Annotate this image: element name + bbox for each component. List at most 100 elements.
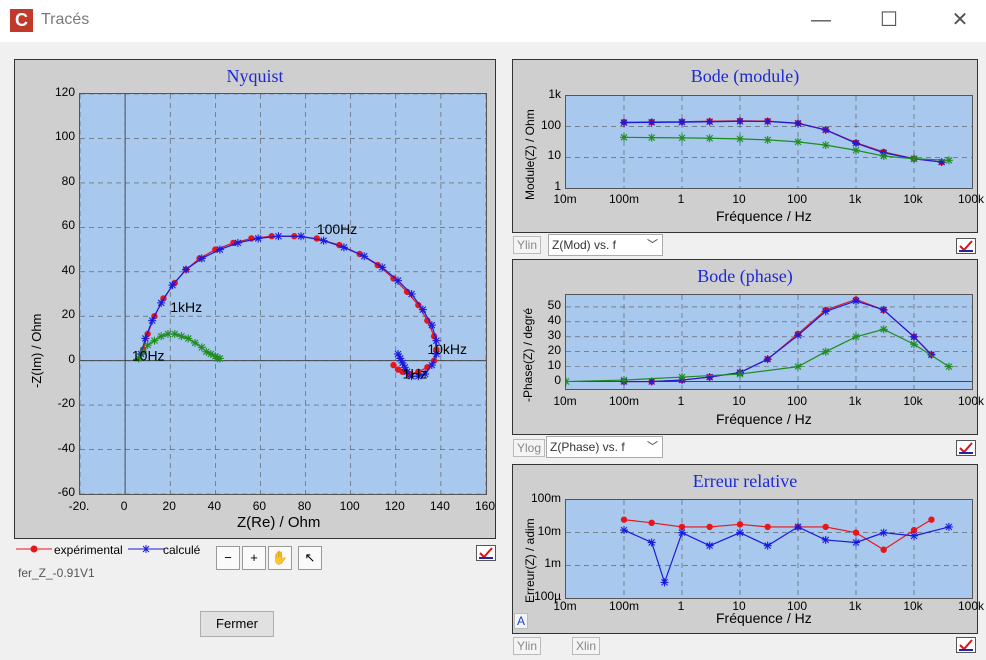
data-point [403, 288, 411, 295]
nyquist-plot-area[interactable]: 100Hz 1kHz 10kHz 10Hz 1Hz [79, 93, 487, 495]
tick-label: 50 [547, 297, 561, 312]
chart-options-icon[interactable] [956, 238, 976, 254]
annotation-label: 100Hz [317, 221, 357, 237]
data-point [879, 325, 888, 334]
data-point [852, 332, 860, 341]
data-point [394, 350, 403, 358]
tick-label: 10k [903, 599, 923, 613]
data-point [763, 135, 772, 144]
data-point [822, 523, 829, 531]
data-point [910, 526, 918, 534]
bode-phase-chart [562, 295, 972, 389]
bode-module-plot-area[interactable] [565, 95, 973, 189]
data-point [378, 263, 387, 272]
erreur-title: Erreur relative [692, 471, 798, 491]
minimize-button[interactable]: — [811, 9, 831, 31]
data-point [944, 156, 953, 165]
tick-label: 80 [61, 173, 75, 188]
pointer-icon: ↖ [304, 550, 316, 565]
tick-label: 100k [957, 394, 985, 408]
data-point [170, 330, 179, 338]
data-point [394, 366, 402, 373]
data-point [421, 370, 430, 378]
data-point [736, 528, 744, 537]
chart-options-icon[interactable] [956, 637, 976, 653]
tick-label: -60 [57, 485, 75, 499]
data-point [705, 117, 714, 126]
data-point [944, 522, 953, 531]
app-icon: C [10, 9, 33, 32]
ylin-button[interactable]: Ylin [513, 236, 542, 254]
tick-label: 1 [677, 394, 685, 408]
erreur-x-label: Fréquence / Hz [716, 610, 812, 626]
data-point [620, 526, 628, 535]
data-point [821, 307, 830, 316]
a-button[interactable]: A [514, 613, 529, 629]
legend-calculated-marker [128, 545, 164, 553]
tick-label: 1 [677, 192, 685, 206]
nyquist-y-label: -Z(Im) / Ohm [29, 313, 44, 388]
zoom-in-button[interactable]: + [242, 546, 266, 570]
data-point [736, 117, 744, 126]
title-bar [0, 0, 986, 42]
data-point [944, 362, 953, 371]
data-point [879, 152, 888, 161]
data-point [794, 522, 802, 531]
nyquist-chart: 100Hz 1kHz 10kHz 10Hz 1Hz [79, 93, 487, 495]
data-point [879, 528, 888, 537]
data-point [157, 332, 166, 341]
nyquist-title: Nyquist [226, 66, 284, 86]
data-point [150, 336, 159, 345]
data-point [821, 347, 830, 356]
maximize-button[interactable]: ☐ [880, 9, 898, 31]
data-point [647, 538, 656, 547]
erreur-plot-area[interactable] [565, 499, 973, 599]
data-point [394, 276, 403, 285]
chart-options-icon[interactable] [476, 545, 496, 561]
tick-label: 100 [786, 394, 808, 408]
erreur-panel: Erreur relative 10m 100m 1 10 100 1k 10k 100k 1… [512, 464, 984, 634]
tick-label: -20 [57, 396, 75, 411]
data-point [928, 516, 935, 523]
data-point [254, 234, 263, 243]
tick-label: 100 [54, 129, 75, 144]
ylog-button[interactable]: Ylog [513, 439, 546, 457]
data-point [763, 355, 772, 364]
data-point [620, 133, 628, 142]
tick-label: 20 [162, 499, 176, 513]
select-button[interactable]: ↖ [298, 546, 322, 570]
data-point [141, 334, 150, 343]
data-point [233, 238, 242, 247]
data-point [620, 516, 628, 523]
data-point [360, 252, 369, 261]
tick-label: 100m [609, 192, 640, 206]
data-point [794, 137, 802, 146]
tick-label: 100µ [534, 589, 561, 603]
bode-phase-select[interactable]: Z(Phase) vs. f ﹀ [546, 436, 663, 458]
data-point [678, 118, 686, 127]
tick-label: 100m [531, 491, 562, 505]
bode-module-select[interactable]: Z(Mod) vs. f ﹀ [548, 234, 663, 256]
tick-label: 120 [384, 499, 405, 513]
tick-label: 80 [297, 499, 312, 513]
fermer-button[interactable]: Fermer [200, 611, 274, 637]
zoom-out-button[interactable]: − [216, 546, 240, 570]
tick-label: 10 [547, 357, 561, 372]
data-point [910, 340, 918, 349]
bode-phase-plot-area[interactable] [562, 294, 973, 390]
data-point [736, 370, 744, 379]
xlin-button[interactable]: Xlin [572, 637, 601, 655]
bode-phase-y-label: -Phase(Z) / degré [521, 307, 535, 402]
bode-module-panel: Bode (module) 10m 100m 1 10 100 1k 10k 100k 1k 1… [512, 59, 984, 233]
close-button[interactable]: ✕ [951, 9, 969, 31]
legend-experimental-label: expérimental [54, 543, 123, 557]
data-point [215, 245, 224, 254]
data-point [177, 332, 186, 341]
ylin-button[interactable]: Ylin [513, 637, 542, 655]
tick-label: 10m [553, 192, 577, 206]
data-point [678, 373, 686, 382]
pan-button[interactable]: ✋ [268, 546, 292, 570]
tick-label: 0 [120, 499, 128, 513]
data-point [648, 519, 655, 527]
chart-options-icon[interactable] [956, 440, 976, 456]
